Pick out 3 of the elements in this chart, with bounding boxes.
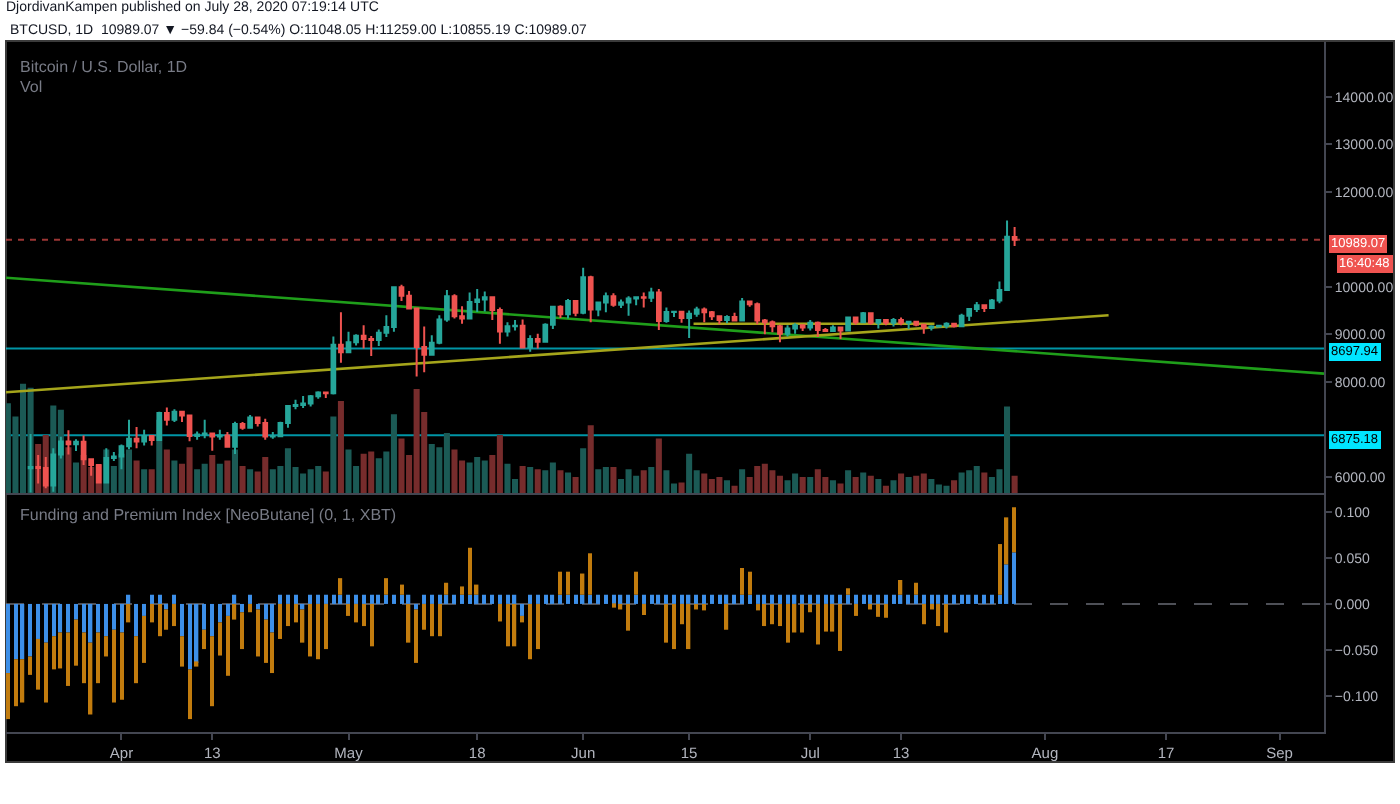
text: Funding and Premium Index [NeoButane] (0, 1, XBT) — [20, 506, 397, 524]
annotation: Bitcoin / U.S. Dollar, 1D — [20, 58, 188, 76]
chart-title: Vol — [20, 78, 43, 96]
